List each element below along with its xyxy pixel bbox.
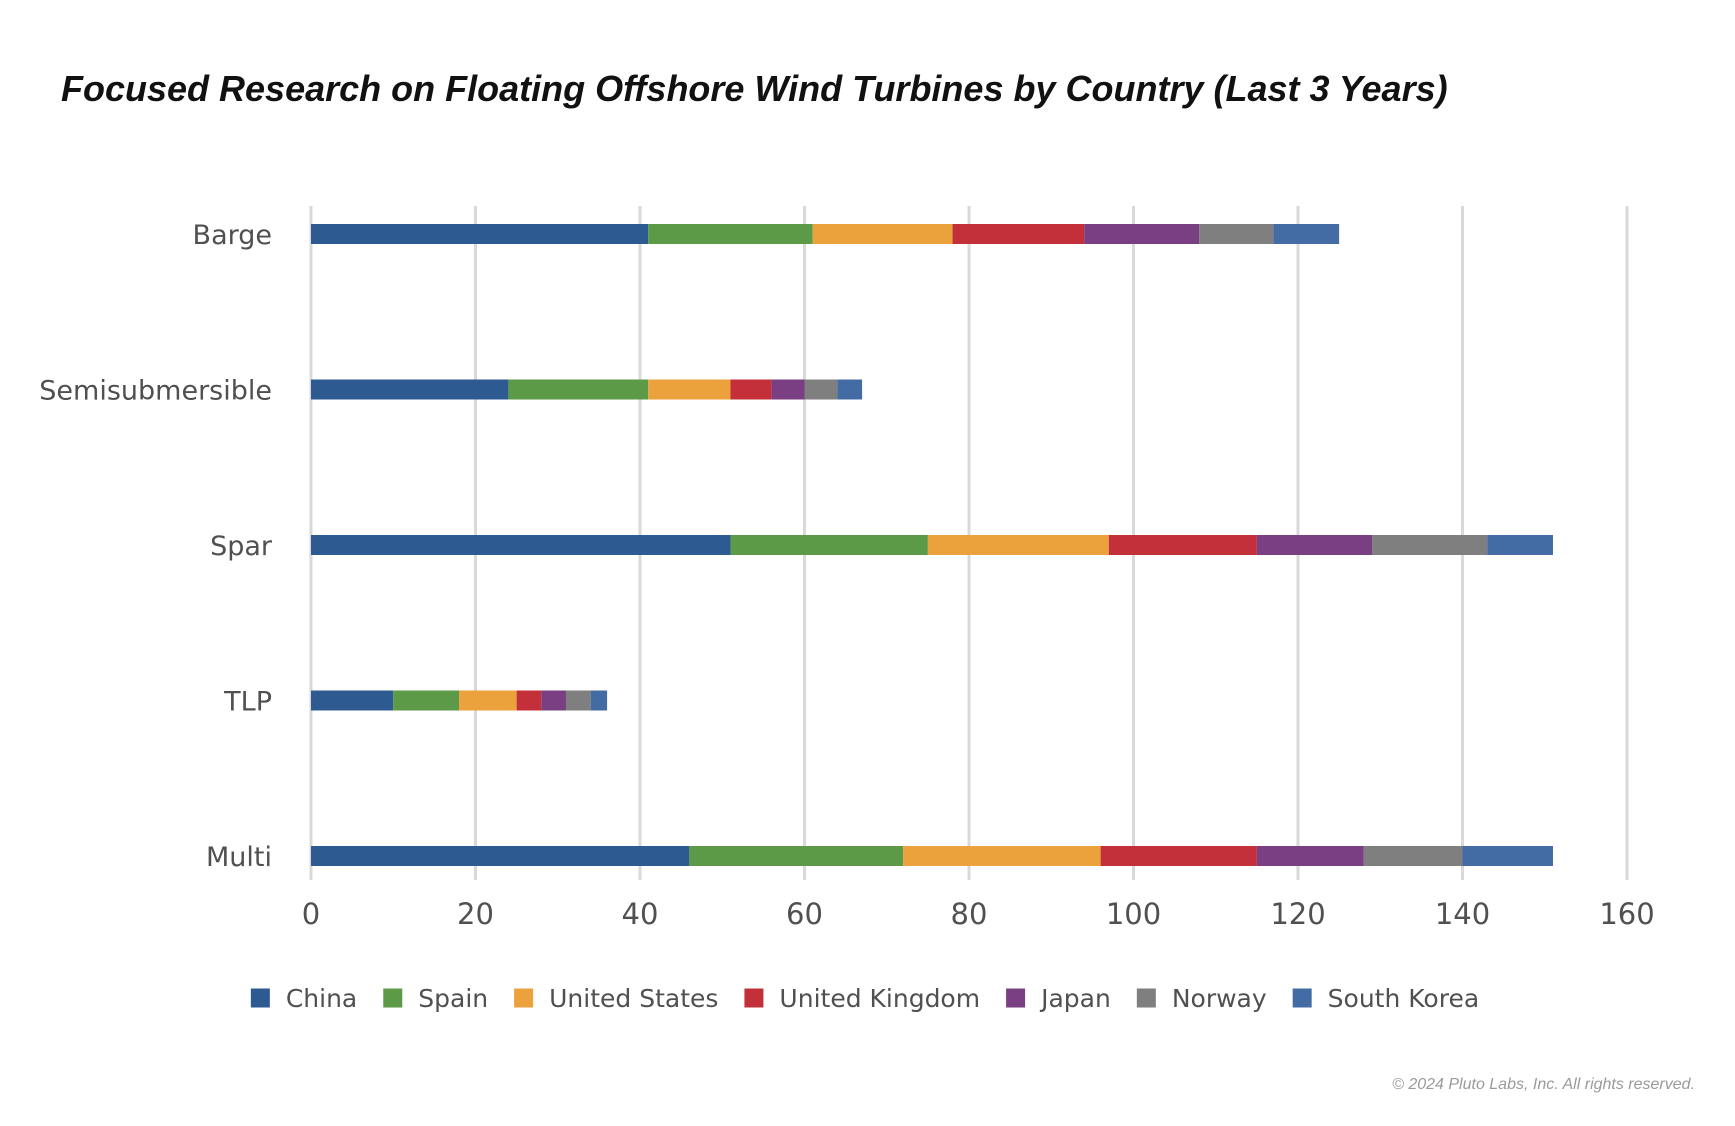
legend-label: Japan — [1039, 984, 1111, 1013]
bar-multi-united-kingdom — [1100, 846, 1257, 866]
legend-swatch — [383, 988, 403, 1008]
bar-semisubmersible-south-korea — [837, 379, 863, 400]
bar-tlp-united-kingdom — [516, 690, 542, 711]
bar-barge-south-korea — [1273, 224, 1340, 244]
legend-label: Norway — [1172, 984, 1267, 1013]
bar-spar-spain — [730, 535, 928, 555]
bar-barge-united-states — [812, 224, 953, 244]
bar-semisubmersible-norway — [804, 379, 838, 400]
x-tick-label-60: 60 — [786, 897, 823, 931]
bar-barge-united-kingdom — [952, 224, 1085, 244]
bar-tlp-south-korea — [590, 690, 608, 711]
x-tick-label-40: 40 — [622, 897, 659, 931]
legend-swatch — [744, 988, 764, 1008]
category-label-barge: Barge — [193, 220, 272, 251]
legend-label: China — [286, 984, 357, 1013]
chart-title: Focused Research on Floating Offshore Wi… — [61, 68, 1448, 109]
legend-label: United Kingdom — [779, 984, 980, 1013]
bar-semisubmersible-united-states — [648, 379, 731, 400]
bar-spar-norway — [1372, 535, 1488, 555]
bar-multi-japan — [1256, 846, 1364, 866]
legend-swatch — [514, 988, 534, 1008]
x-axis-ticks: 0 20 40 60 80 100 120 140 160 — [302, 897, 1655, 931]
legend-label: Spain — [418, 984, 488, 1013]
bar-spar-south-korea — [1487, 535, 1553, 555]
category-label-tlp: TLP — [223, 687, 272, 718]
bar-tlp-china — [311, 690, 394, 711]
x-tick-label-80: 80 — [951, 897, 988, 931]
bar-barge-japan — [1084, 224, 1200, 244]
bar-tlp-japan — [541, 690, 566, 711]
x-tick-label-160: 160 — [1599, 897, 1654, 931]
bar-multi-united-states — [903, 846, 1101, 866]
bar-semisubmersible-spain — [508, 379, 649, 400]
category-label-multi: Multi — [206, 842, 272, 873]
bar-multi-south-korea — [1462, 846, 1553, 866]
bar-barge-china — [311, 224, 649, 244]
x-tick-label-20: 20 — [457, 897, 494, 931]
bar-barge-spain — [648, 224, 813, 244]
bar-spar-japan — [1256, 535, 1373, 555]
legend-item-norway: Norway — [1136, 984, 1267, 1013]
x-tick-label-140: 140 — [1435, 897, 1490, 931]
legend-label: South Korea — [1328, 984, 1479, 1013]
bar-spar-united-states — [927, 535, 1109, 555]
bar-semisubmersible-china — [311, 379, 509, 400]
legend-item-south-korea: South Korea — [1292, 984, 1479, 1013]
category-label-spar: Spar — [210, 531, 273, 562]
bars — [311, 224, 1553, 866]
bar-tlp-norway — [565, 690, 591, 711]
bar-tlp-united-states — [459, 690, 517, 711]
category-label-semisubmersible: Semisubmersible — [39, 376, 272, 407]
legend-item-japan: Japan — [1006, 984, 1111, 1013]
legend-item-china: China — [250, 984, 357, 1013]
copyright-notice: © 2024 Pluto Labs, Inc. All rights reser… — [1392, 1076, 1695, 1093]
x-tick-label-0: 0 — [302, 897, 320, 931]
x-tick-label-120: 120 — [1270, 897, 1325, 931]
legend-item-united-kingdom: United Kingdom — [744, 984, 980, 1013]
legend-swatch — [1136, 988, 1156, 1008]
x-tick-label-100: 100 — [1106, 897, 1161, 931]
bar-multi-norway — [1363, 846, 1463, 866]
legend-swatch — [1292, 988, 1312, 1008]
legend-swatch — [250, 988, 270, 1008]
bar-multi-china — [311, 846, 690, 866]
bar-semisubmersible-japan — [771, 379, 805, 400]
legend: China Spain United States United Kingdom Jap… — [250, 984, 1479, 1013]
bar-tlp-spain — [393, 690, 460, 711]
bar-barge-norway — [1199, 224, 1274, 244]
bar-semisubmersible-united-kingdom — [730, 379, 772, 400]
legend-item-united-states: United States — [514, 984, 718, 1013]
legend-label: United States — [549, 984, 718, 1013]
bar-multi-spain — [689, 846, 904, 866]
legend-swatch — [1006, 988, 1026, 1008]
legend-item-spain: Spain — [383, 984, 488, 1013]
bar-spar-china — [311, 535, 731, 555]
bar-spar-united-kingdom — [1108, 535, 1257, 555]
category-labels: Barge Semisubmersible Spar TLP Multi — [39, 220, 273, 873]
